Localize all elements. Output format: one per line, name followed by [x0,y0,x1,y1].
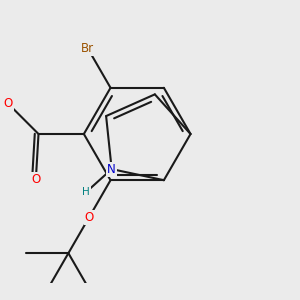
Text: Br: Br [81,42,94,55]
Text: N: N [107,163,116,176]
Text: O: O [4,97,13,110]
Text: O: O [85,211,94,224]
Text: H: H [82,187,90,197]
Text: O: O [31,173,40,186]
